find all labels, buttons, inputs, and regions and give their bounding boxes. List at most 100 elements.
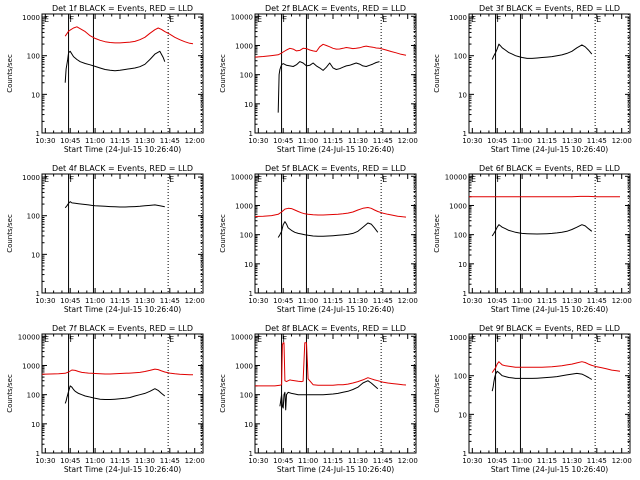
marker-label-left: E — [257, 175, 262, 184]
x-tick-label: 10:30 — [462, 297, 482, 305]
y-tick-label: 1 — [463, 290, 467, 298]
series-events-line — [64, 201, 165, 209]
y-tick-label: 1000 — [449, 334, 467, 342]
x-tick-label: 10:30 — [248, 457, 268, 465]
panel-title: Det 8f BLACK = Events, RED = LLD — [265, 324, 406, 333]
series-events-line — [491, 370, 593, 392]
panel-title: Det 3f BLACK = Events, RED = LLD — [479, 4, 620, 13]
y-tick-label: 1000 — [22, 362, 40, 370]
y-tick-label: 10000 — [18, 333, 40, 341]
panel-2: Det 2f BLACK = Events, RED = LLD 1 10 100 10… — [219, 4, 418, 154]
x-tick-label: 11:00 — [85, 297, 105, 305]
panel-6: Det 6f BLACK = Events, RED = LLD 1 10 100 10… — [433, 164, 632, 314]
y-tick-label: 10000 — [231, 13, 253, 21]
x-tick-label: 10:30 — [35, 297, 55, 305]
x-tick-label: 11:00 — [298, 457, 318, 465]
marker-label-start: F — [497, 15, 502, 24]
marker-label-left: E — [471, 15, 476, 24]
x-tick-label: 11:30 — [348, 457, 368, 465]
x-tick-label: 11:15 — [537, 137, 557, 145]
marker-label-end: E — [596, 15, 601, 24]
y-tick-label: 1 — [249, 290, 253, 298]
panel-title: Det 9f BLACK = Events, RED = LLD — [479, 324, 620, 333]
x-tick-label: 11:45 — [587, 457, 607, 465]
y-tick-label: 1 — [36, 130, 40, 138]
x-tick-label: 11:00 — [512, 137, 532, 145]
plot-frame — [468, 333, 631, 454]
y-tick-label: 100 — [454, 232, 467, 240]
x-tick-label: 10:45 — [60, 457, 80, 465]
panel-9: Det 9f BLACK = Events, RED = LLD 1 10 100 10… — [433, 324, 632, 474]
marker-label-left: E — [257, 335, 262, 344]
y-tick-label: 100 — [27, 392, 40, 400]
x-tick-label: 11:00 — [298, 297, 318, 305]
x-tick-label: 12:00 — [398, 137, 418, 145]
y-tick-label: 100 — [27, 213, 40, 221]
marker-label-left: E — [471, 175, 476, 184]
x-tick-label: 11:00 — [85, 457, 105, 465]
y-tick-label: 10 — [244, 261, 253, 269]
x-tick-label: 12:00 — [185, 457, 205, 465]
x-tick-label: 11:45 — [373, 137, 393, 145]
x-tick-label: 11:00 — [512, 297, 532, 305]
marker-label-start: F — [497, 335, 502, 344]
x-axis-label: Start Time (24-Jul-15 10:26:40) — [64, 145, 181, 154]
y-tick-label: 100 — [27, 53, 40, 61]
x-axis-label: Start Time (24-Jul-15 10:26:40) — [491, 305, 608, 314]
series-lld-line — [254, 207, 407, 218]
panel-7: Det 7f BLACK = Events, RED = LLD 1 10 100 10… — [6, 324, 205, 474]
x-tick-label: 11:45 — [587, 297, 607, 305]
x-axis-label: Start Time (24-Jul-15 10:26:40) — [277, 145, 394, 154]
y-axis-label: Counts/sec — [433, 214, 441, 253]
plot-frame — [468, 13, 631, 134]
panel-8: Det 8f BLACK = Events, RED = LLD 1 10 100 10… — [219, 324, 418, 474]
panel-1: Det 1f BLACK = Events, RED = LLD 1 10 100 10… — [6, 4, 205, 154]
marker-label-end: E — [169, 15, 174, 24]
x-tick-label: 11:15 — [110, 137, 130, 145]
y-tick-label: 1000 — [22, 14, 40, 22]
x-tick-label: 11:45 — [373, 297, 393, 305]
x-tick-label: 11:15 — [537, 297, 557, 305]
series-lld-line — [64, 26, 194, 45]
marker-label-end: E — [596, 175, 601, 184]
x-axis-label: Start Time (24-Jul-15 10:26:40) — [277, 465, 394, 474]
marker-label-left: E — [44, 15, 49, 24]
marker-label-end: E — [382, 15, 387, 24]
x-tick-label: 10:30 — [35, 457, 55, 465]
x-tick-label: 11:30 — [562, 297, 582, 305]
series-lld-line — [255, 342, 407, 387]
y-tick-label: 1000 — [449, 202, 467, 210]
x-axis-label: Start Time (24-Jul-15 10:26:40) — [64, 465, 181, 474]
x-tick-label: 11:15 — [323, 137, 343, 145]
marker-label-start: F — [283, 335, 288, 344]
x-tick-label: 10:30 — [248, 137, 268, 145]
y-tick-label: 1 — [249, 130, 253, 138]
plot-frame — [468, 173, 631, 294]
y-tick-label: 10 — [31, 91, 40, 99]
marker-label-end: E — [596, 335, 601, 344]
y-tick-label: 1 — [36, 290, 40, 298]
y-tick-label: 1 — [463, 450, 467, 458]
x-tick-label: 12:00 — [612, 137, 632, 145]
marker-label-start: F — [70, 335, 75, 344]
x-tick-label: 10:45 — [273, 137, 293, 145]
panel-title: Det 1f BLACK = Events, RED = LLD — [52, 4, 193, 13]
y-tick-label: 1000 — [235, 42, 253, 50]
series-lld-line — [491, 361, 621, 373]
panel-3: Det 3f BLACK = Events, RED = LLD 1 10 100 10… — [433, 4, 632, 154]
x-tick-label: 11:30 — [562, 137, 582, 145]
y-tick-label: 10000 — [231, 173, 253, 181]
x-tick-label: 11:00 — [85, 137, 105, 145]
y-tick-label: 10 — [244, 421, 253, 429]
x-tick-label: 11:30 — [135, 297, 155, 305]
series-events-line — [64, 50, 166, 83]
panel-title: Det 4f BLACK = Events, RED = LLD — [52, 164, 193, 173]
x-tick-label: 11:00 — [298, 137, 318, 145]
series-events-line — [491, 43, 593, 60]
x-tick-label: 10:45 — [60, 137, 80, 145]
y-tick-label: 10 — [31, 421, 40, 429]
x-tick-label: 12:00 — [185, 137, 205, 145]
marker-label-start: F — [283, 15, 288, 24]
x-tick-label: 12:00 — [612, 297, 632, 305]
